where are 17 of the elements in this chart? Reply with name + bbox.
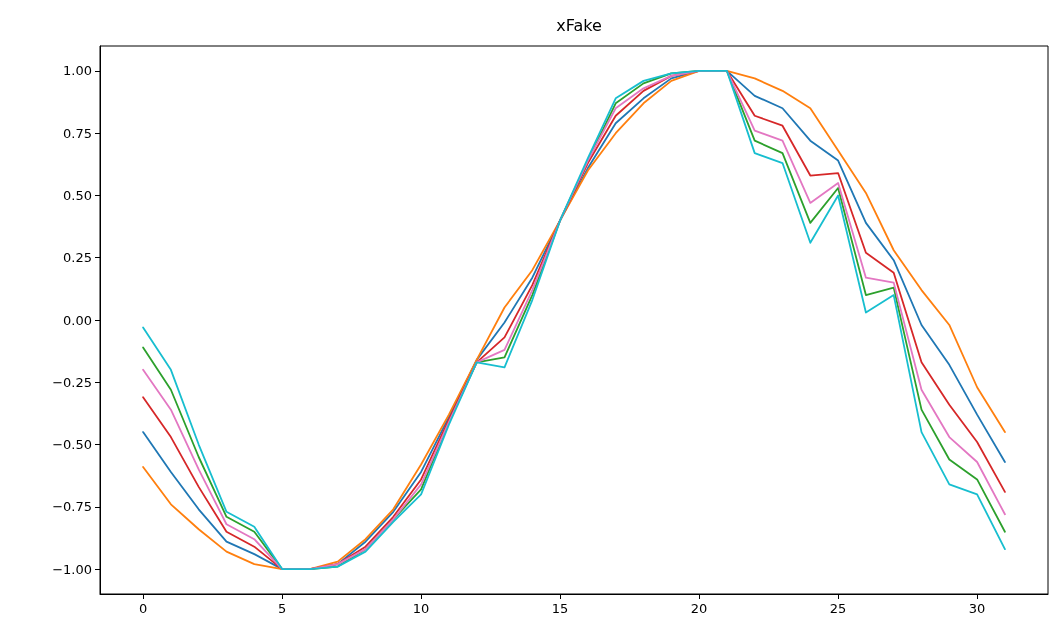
x-tick-label: 25 (829, 601, 847, 616)
y-tick-label: −0.75 (52, 499, 92, 515)
x-tick-label: 20 (690, 601, 708, 616)
y-tick-label: 0.00 (63, 312, 92, 328)
x-tick-label: 10 (412, 601, 430, 616)
x-tick-label: 0 (138, 601, 148, 616)
y-tick-label: −0.50 (52, 437, 92, 453)
y-tick-label: −1.00 (52, 561, 92, 577)
x-tick-label: 5 (277, 601, 287, 616)
y-tick-label: 0.50 (63, 187, 92, 203)
x-tick-label: 15 (551, 601, 569, 616)
x-tick-label: 30 (968, 601, 986, 616)
y-tick-label: 1.00 (63, 63, 92, 79)
y-tick-label: 0.75 (63, 125, 92, 141)
y-tick-label: 0.25 (63, 250, 92, 266)
y-tick-label: −0.25 (52, 374, 92, 390)
chart-title: xFake (556, 15, 602, 35)
